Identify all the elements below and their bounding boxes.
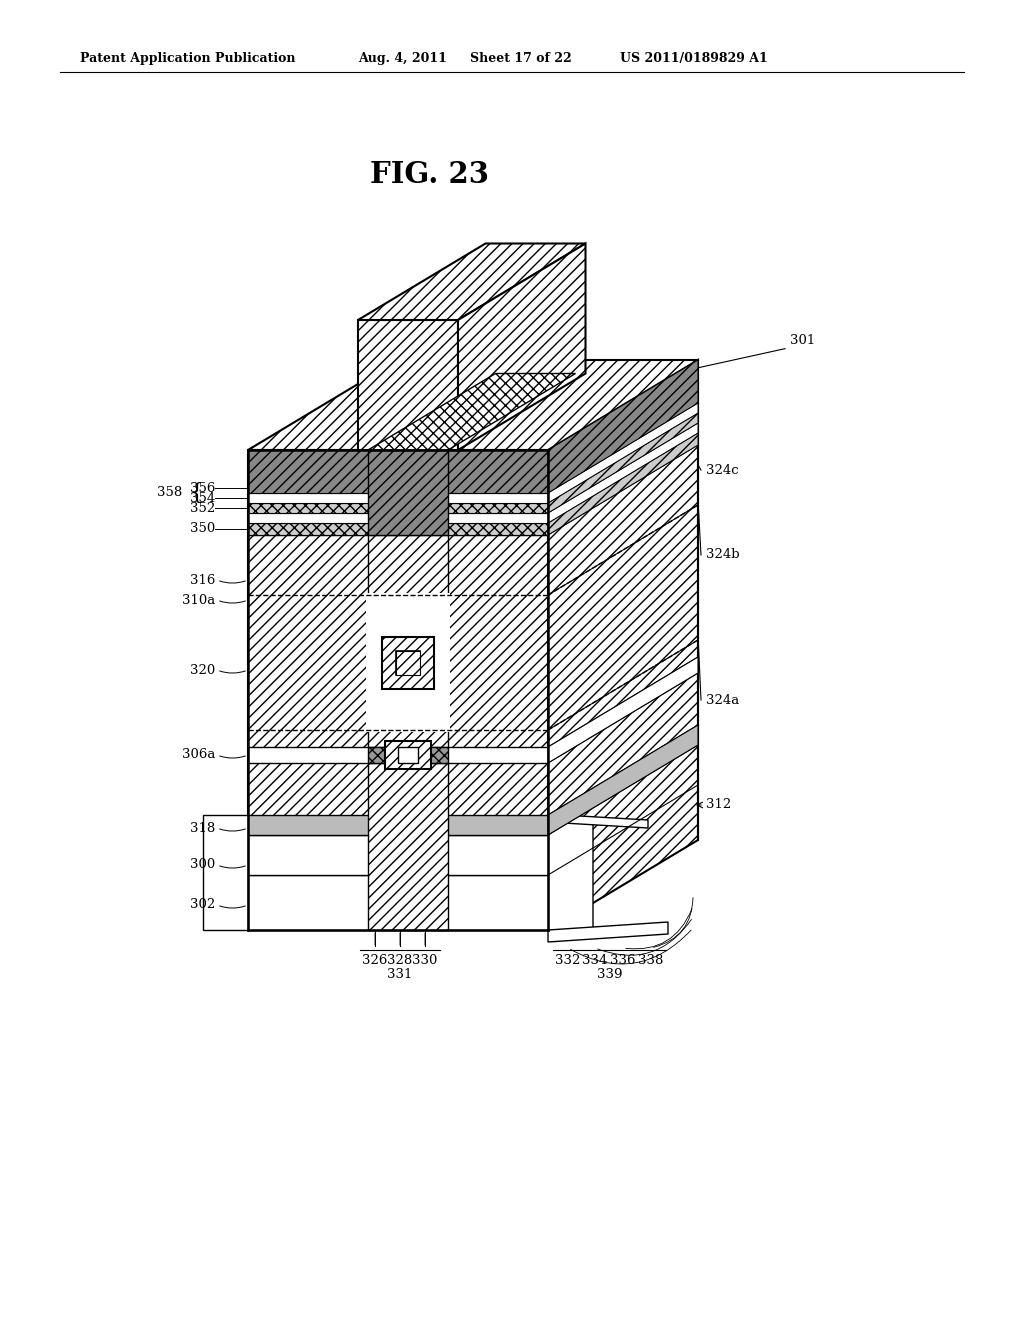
Polygon shape <box>358 243 586 319</box>
Text: 332: 332 <box>555 953 581 966</box>
Text: FIG. 23: FIG. 23 <box>371 160 489 189</box>
Polygon shape <box>563 814 648 828</box>
Polygon shape <box>548 360 698 931</box>
Bar <box>248 875 548 931</box>
Bar <box>248 492 548 503</box>
Polygon shape <box>548 413 698 513</box>
Bar <box>248 513 548 523</box>
Bar <box>248 836 548 875</box>
Text: 300: 300 <box>189 858 215 871</box>
Bar <box>248 450 548 492</box>
Text: 312: 312 <box>706 799 731 812</box>
Bar <box>368 763 449 931</box>
Text: 301: 301 <box>790 334 815 346</box>
Polygon shape <box>548 921 668 942</box>
Text: 306a: 306a <box>181 748 215 762</box>
Bar <box>203 814 248 931</box>
Bar <box>248 503 548 513</box>
Text: 318: 318 <box>189 821 215 834</box>
Bar <box>358 319 458 450</box>
Bar <box>248 747 548 763</box>
Bar <box>398 747 418 763</box>
Polygon shape <box>548 403 698 503</box>
Bar <box>368 535 449 747</box>
Polygon shape <box>248 360 698 450</box>
Bar <box>248 523 548 535</box>
Text: Sheet 17 of 22: Sheet 17 of 22 <box>470 51 571 65</box>
Bar <box>248 450 548 931</box>
Text: 336: 336 <box>610 953 636 966</box>
Text: 358: 358 <box>157 486 182 499</box>
Text: US 2011/0189829 A1: US 2011/0189829 A1 <box>620 51 768 65</box>
Text: 330: 330 <box>413 953 437 966</box>
Bar <box>382 636 434 689</box>
Bar <box>248 450 548 535</box>
Text: 354: 354 <box>189 491 215 504</box>
Bar <box>396 651 420 675</box>
Text: 324c: 324c <box>706 463 738 477</box>
Polygon shape <box>548 725 698 836</box>
Text: 310a: 310a <box>181 594 215 606</box>
Text: 324b: 324b <box>706 549 739 561</box>
Text: 302: 302 <box>189 899 215 912</box>
Bar <box>385 741 431 770</box>
Text: Aug. 4, 2011: Aug. 4, 2011 <box>358 51 446 65</box>
Text: 328: 328 <box>387 953 413 966</box>
Text: 338: 338 <box>638 953 664 966</box>
Text: 356: 356 <box>189 482 215 495</box>
Text: {: { <box>189 482 203 503</box>
Bar <box>396 651 420 675</box>
Bar <box>368 450 449 535</box>
Polygon shape <box>548 433 698 535</box>
Polygon shape <box>548 422 698 523</box>
Bar <box>366 593 450 733</box>
Polygon shape <box>368 374 575 450</box>
Text: 334: 334 <box>583 953 607 966</box>
Polygon shape <box>548 814 593 939</box>
Text: 320: 320 <box>189 664 215 676</box>
Polygon shape <box>548 360 698 492</box>
Bar <box>368 747 449 763</box>
Text: 339: 339 <box>597 969 623 982</box>
Polygon shape <box>548 657 698 763</box>
Text: 326: 326 <box>362 953 388 966</box>
Text: 331: 331 <box>387 969 413 982</box>
Text: 324a: 324a <box>706 693 739 706</box>
Text: 352: 352 <box>189 502 215 515</box>
Text: 350: 350 <box>189 523 215 536</box>
Text: Patent Application Publication: Patent Application Publication <box>80 51 296 65</box>
Bar <box>248 814 548 836</box>
Polygon shape <box>458 243 586 450</box>
Text: 316: 316 <box>189 573 215 586</box>
